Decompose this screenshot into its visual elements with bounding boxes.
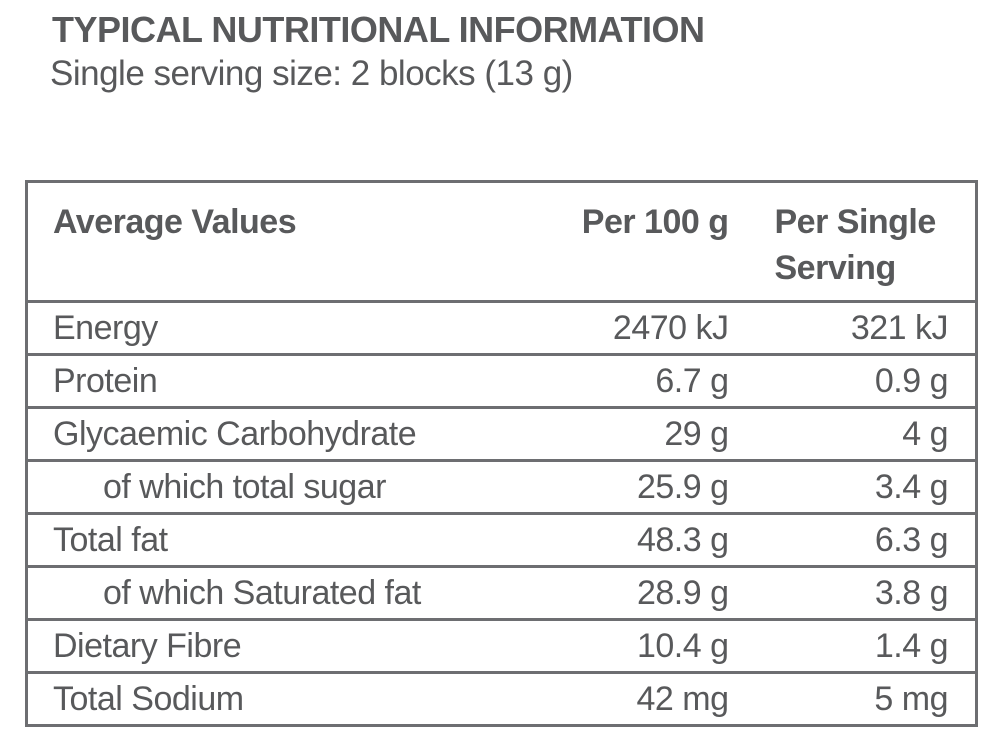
row-label-cell: Total fat <box>26 512 447 567</box>
row-label-cell: Glycaemic Carbohydrate <box>26 406 447 461</box>
row-label-cell: of which Saturated fat <box>26 565 447 620</box>
per-100g-value-cell: 2470 kJ <box>446 300 729 355</box>
per-serving-value-cell: 3.4 g <box>728 459 977 514</box>
row-label-cell: Dietary Fibre <box>26 618 447 673</box>
table-row: of which total sugar 25.9 g 3.4 g <box>26 459 977 514</box>
table-row: Total fat 48.3 g 6.3 g <box>26 512 977 567</box>
table-row: Total Sodium 42 mg 5 mg <box>26 671 977 726</box>
page-title: TYPICAL NUTRITIONAL INFORMATION <box>52 9 705 50</box>
per-100g-value-cell: 48.3 g <box>446 512 729 567</box>
row-label-cell: Protein <box>26 353 447 408</box>
per-serving-value-cell: 3.8 g <box>728 565 977 620</box>
per-serving-value-cell: 321 kJ <box>728 300 977 355</box>
row-label-cell: Total Sodium <box>26 671 447 726</box>
table-header: Average Values Per 100 g Per Single Serv… <box>27 182 977 302</box>
header-row: Average Values Per 100 g Per Single Serv… <box>27 182 977 302</box>
row-label-cell: Energy <box>26 300 447 355</box>
table-body: Energy 2470 kJ 321 kJ Protein 6.7 g 0.9 g Glyc… <box>26 300 977 726</box>
serving-size-subtitle: Single serving size: 2 blocks (13 g) <box>50 54 573 93</box>
per-100g-value-cell: 42 mg <box>446 671 729 726</box>
header-per-100g: Per 100 g <box>581 203 729 241</box>
per-100g-value-cell: 29 g <box>446 406 729 461</box>
table-row: of which Saturated fat 28.9 g 3.8 g <box>26 565 977 620</box>
per-serving-value-cell: 4 g <box>728 406 977 461</box>
row-label-cell: of which total sugar <box>26 459 447 514</box>
per-100g-value-cell: 28.9 g <box>446 565 729 620</box>
table-row: Protein 6.7 g 0.9 g <box>26 353 977 408</box>
per-100g-value-cell: 6.7 g <box>446 353 729 408</box>
header-average-values: Average Values <box>53 203 297 241</box>
per-100g-value-cell: 25.9 g <box>446 459 729 514</box>
header-per-single-serving: Per Single Serving <box>774 203 937 287</box>
per-serving-value-cell: 0.9 g <box>728 353 977 408</box>
per-100g-value-cell: 10.4 g <box>446 618 729 673</box>
table-row: Dietary Fibre 10.4 g 1.4 g <box>26 618 977 673</box>
per-serving-value-cell: 5 mg <box>728 671 977 726</box>
per-serving-value-cell: 1.4 g <box>728 618 977 673</box>
nutrition-table: Average Values Per 100 g Per Single Serv… <box>25 180 978 727</box>
table-row: Energy 2470 kJ 321 kJ <box>26 300 977 355</box>
per-serving-value-cell: 6.3 g <box>728 512 977 567</box>
